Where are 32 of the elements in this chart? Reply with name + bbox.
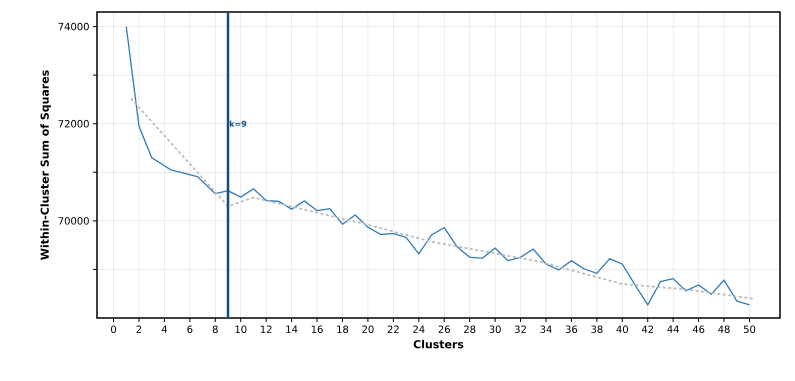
y-tick-label: 70000 [58,217,89,225]
x-tick-label: 34 [540,325,552,334]
x-tick-label: 42 [642,325,654,333]
x-tick-label: 6 [187,325,192,334]
x-tick-label: 46 [692,325,704,334]
x-tick-label: 4 [162,326,168,333]
x-tick-label: 24 [413,325,425,333]
x-tick-label: 26 [438,325,450,334]
x-tick-label: 18 [337,325,348,334]
x-tick-label: 0 [111,325,116,334]
x-tick-label: 40 [616,325,628,334]
x-tick-label: 32 [514,325,526,334]
x-tick-label: 44 [667,326,679,333]
x-tick-label: 14 [286,326,298,333]
x-axis-title: Clusters [414,340,464,348]
x-tick-label: 12 [260,325,272,333]
x-tick-label: 8 [212,325,218,334]
x-tick-label: 30 [490,325,501,334]
line-series [126,26,750,306]
x-tick-label: 16 [312,325,323,334]
x-tick-label: 20 [362,325,374,334]
x-tick-label: 28 [464,325,476,334]
y-axis-title: Within-Cluster Sum of Squares [40,70,51,260]
x-tick-label: 50 [744,325,756,334]
x-tick-label: 48 [718,325,730,334]
x-tick-label: 22 [388,325,399,333]
x-tick-label: 2 [136,325,142,333]
x-tick-label: 38 [591,325,603,334]
x-tick-label: 10 [235,325,246,334]
x-tick-label: 36 [566,325,578,334]
y-tick-label: 72000 [58,120,89,128]
y-tick-label: 74000 [58,22,89,30]
